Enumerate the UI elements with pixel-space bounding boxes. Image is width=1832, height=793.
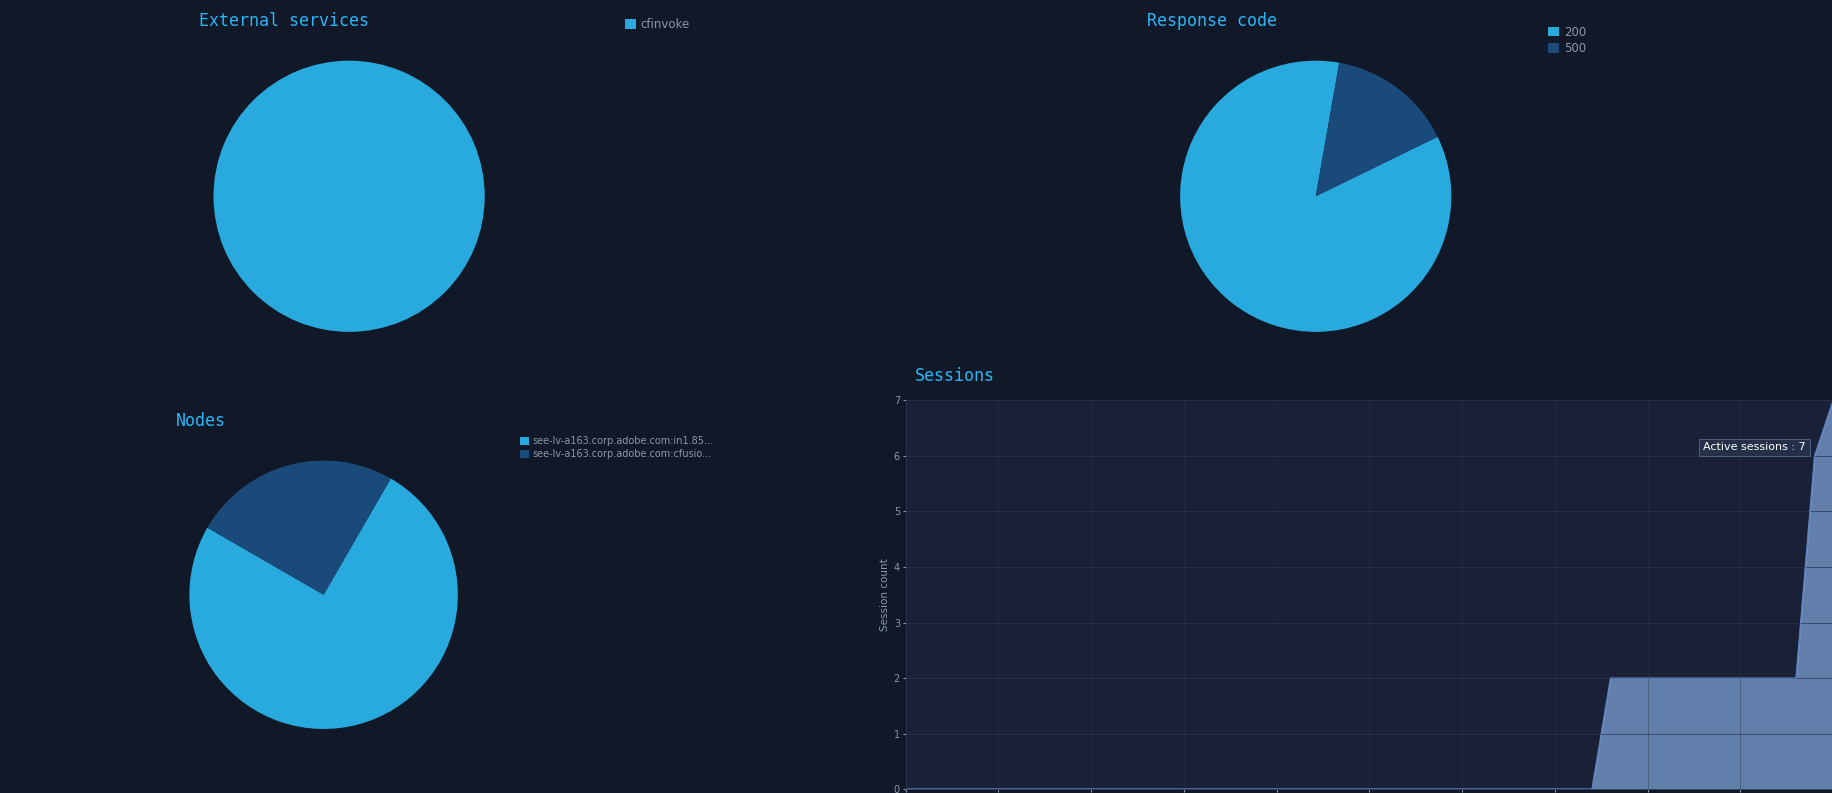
- Wedge shape: [189, 478, 458, 729]
- Legend: 200, 500: 200, 500: [1548, 25, 1585, 55]
- Legend: cfinvoke: cfinvoke: [625, 17, 689, 31]
- Text: Active sessions : 7: Active sessions : 7: [1702, 442, 1805, 453]
- Text: External services: External services: [200, 12, 368, 30]
- Wedge shape: [1315, 63, 1436, 196]
- Wedge shape: [1180, 61, 1451, 331]
- Wedge shape: [213, 61, 484, 331]
- Text: Nodes: Nodes: [176, 412, 225, 430]
- Text: Sessions: Sessions: [914, 367, 995, 385]
- Y-axis label: Session count: Session count: [879, 558, 889, 631]
- Text: Response code: Response code: [1147, 12, 1275, 30]
- Wedge shape: [207, 461, 390, 595]
- Legend: see-lv-a163.corp.adobe.com:in1.85..., see-lv-a163.corp.adobe.com:cfusio...: see-lv-a163.corp.adobe.com:in1.85..., se…: [520, 436, 713, 459]
